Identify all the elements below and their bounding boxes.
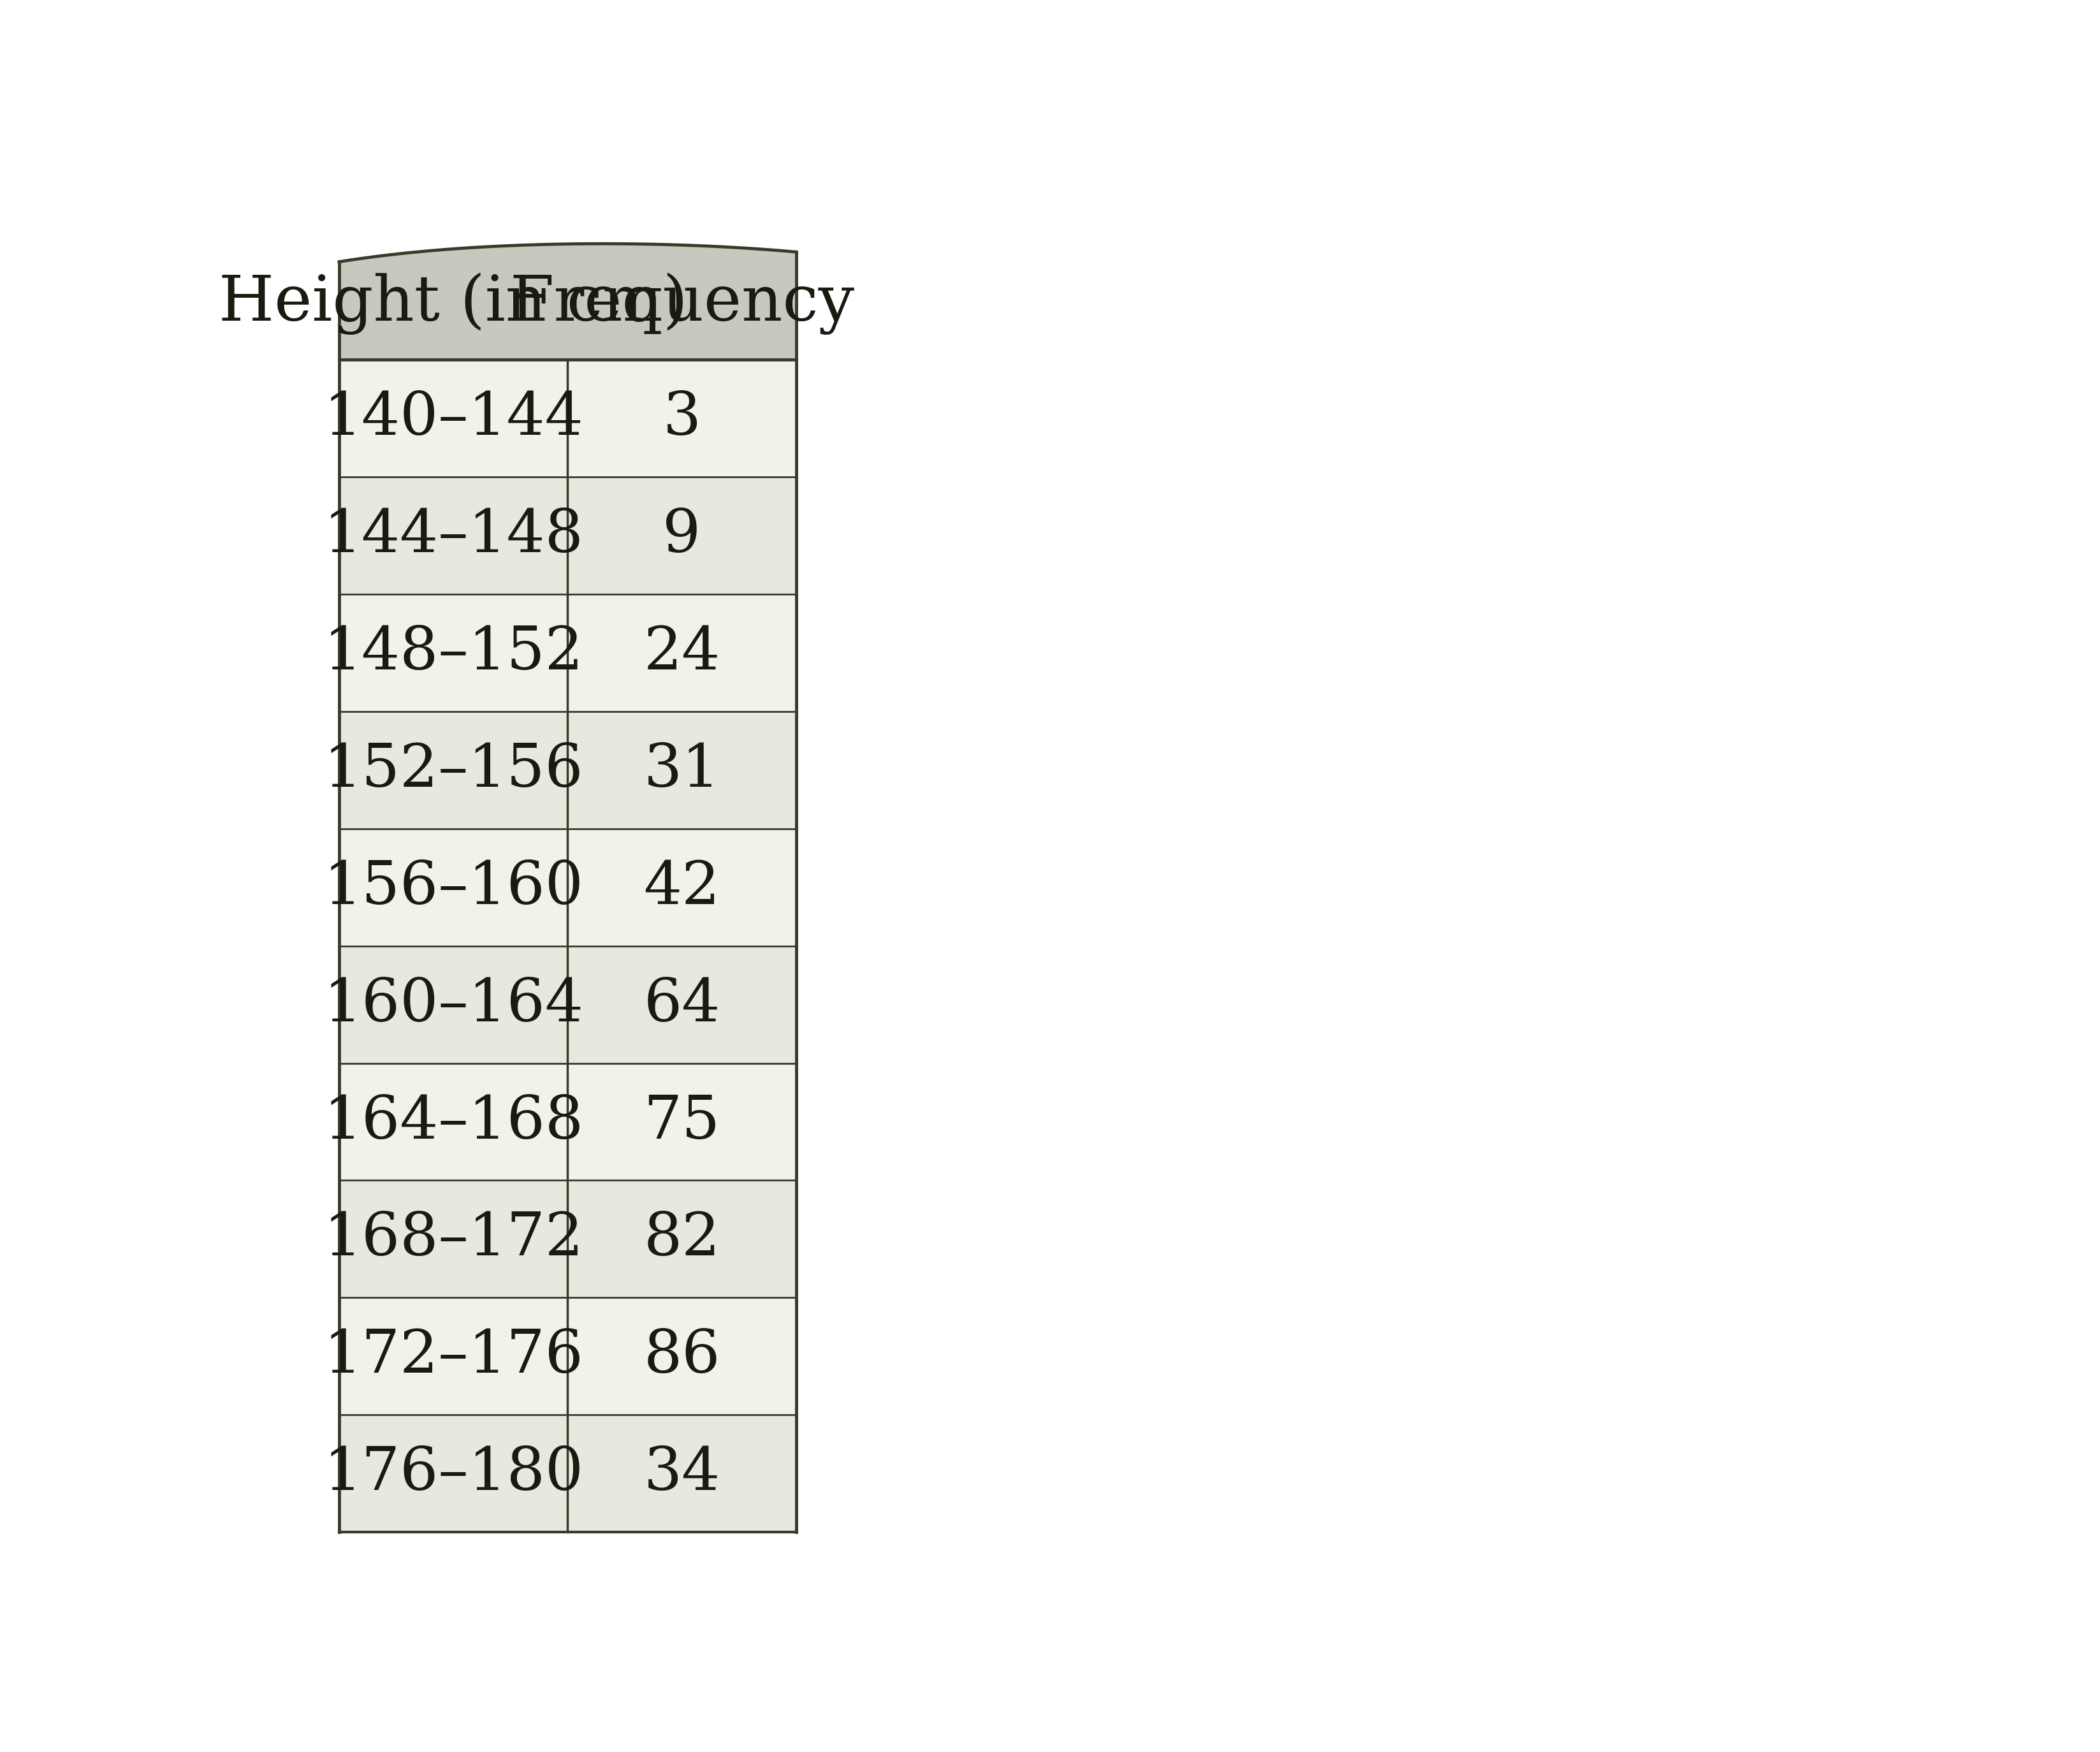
Text: 86: 86 — [643, 1328, 720, 1386]
Text: 176–180: 176–180 — [323, 1445, 584, 1501]
Bar — [338, 711, 796, 829]
Polygon shape — [338, 244, 796, 359]
Text: Height (in cm): Height (in cm) — [218, 273, 689, 335]
Polygon shape — [338, 244, 796, 1533]
Text: 160–164: 160–164 — [323, 976, 584, 1034]
Text: 156–160: 156–160 — [323, 858, 584, 916]
Text: 140–144: 140–144 — [323, 389, 584, 447]
Text: 24: 24 — [643, 624, 720, 682]
Text: 9: 9 — [664, 506, 701, 564]
Bar — [338, 594, 796, 711]
Text: 31: 31 — [643, 741, 720, 799]
Text: 164–168: 164–168 — [323, 1093, 584, 1151]
Text: 75: 75 — [643, 1093, 720, 1151]
Bar — [338, 1181, 796, 1298]
Bar — [338, 829, 796, 946]
Text: 3: 3 — [664, 389, 701, 447]
Text: 144–148: 144–148 — [323, 506, 584, 564]
Text: 42: 42 — [643, 858, 720, 916]
Text: 34: 34 — [643, 1445, 720, 1501]
Text: 152–156: 152–156 — [323, 741, 584, 799]
Text: 148–152: 148–152 — [323, 624, 584, 682]
Bar — [338, 1416, 796, 1533]
Bar — [338, 359, 796, 477]
Text: 64: 64 — [643, 976, 720, 1034]
Bar — [338, 946, 796, 1063]
Bar — [338, 1298, 796, 1416]
Bar — [338, 477, 796, 594]
Text: 168–172: 168–172 — [323, 1211, 584, 1268]
Bar — [338, 1063, 796, 1181]
Text: 172–176: 172–176 — [323, 1328, 584, 1386]
Text: 82: 82 — [643, 1211, 720, 1268]
Text: Frequency: Frequency — [510, 273, 855, 335]
